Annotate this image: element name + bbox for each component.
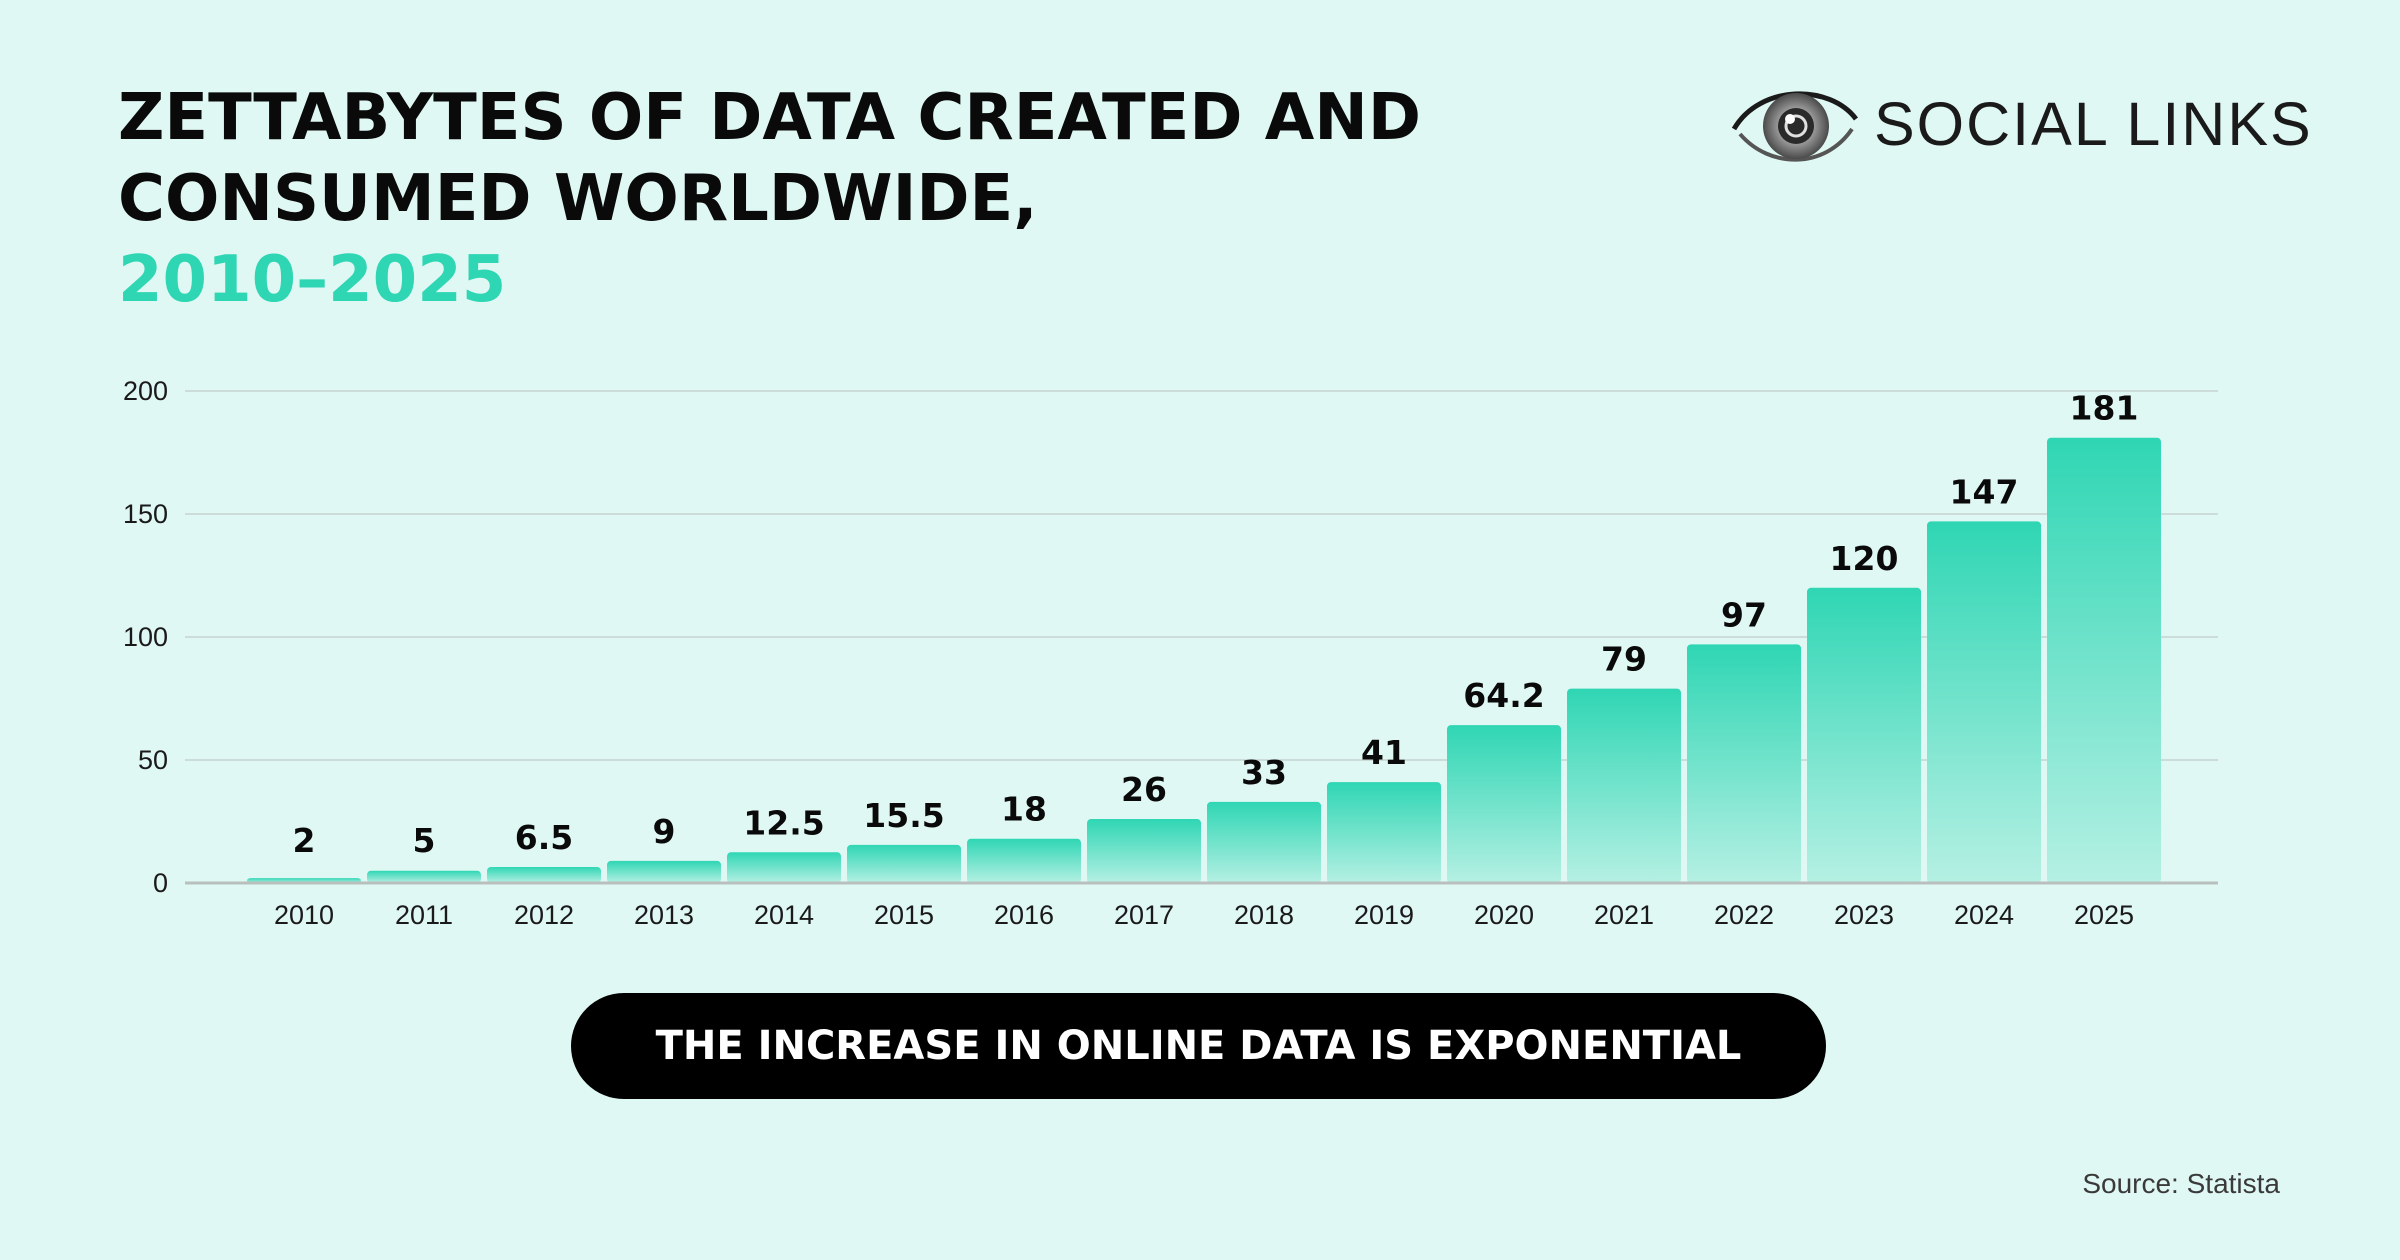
bar-2013 bbox=[607, 860, 721, 883]
value-label-2011: 5 bbox=[413, 821, 436, 860]
value-label-2022: 97 bbox=[1721, 595, 1767, 634]
value-label-2024: 147 bbox=[1950, 472, 2019, 511]
value-labels: 2 5 6.5 9 12.5 15.5 18 26 33 41 64.2 79 97 120 147 181 bbox=[293, 389, 2139, 860]
exponential-banner: THE INCREASE IN ONLINE DATA IS EXPONENTI… bbox=[571, 993, 1826, 1099]
value-label-2018: 33 bbox=[1241, 753, 1287, 792]
x-tick-label-2018: 2018 bbox=[1234, 900, 1294, 930]
bar-2017 bbox=[1087, 819, 1201, 883]
chart-title: ZETTABYTES OF DATA CREATED AND CONSUMED … bbox=[118, 78, 1421, 321]
x-tick-label-2017: 2017 bbox=[1114, 900, 1174, 930]
x-tick-label-2012: 2012 bbox=[514, 900, 574, 930]
bar-chart: 0 50 100 150 200 2 5 6.5 9 12.5 15.5 18 26 33 41 64.2 7… bbox=[123, 376, 2218, 930]
x-tick-label-2014: 2014 bbox=[754, 900, 814, 930]
source-note: Source: Statista bbox=[2082, 1168, 2280, 1199]
y-axis-ticks: 0 50 100 150 200 bbox=[123, 376, 168, 898]
x-tick-label-2023: 2023 bbox=[1834, 900, 1894, 930]
bar-2014 bbox=[727, 852, 841, 883]
bar-2022 bbox=[1687, 644, 1801, 883]
value-label-2017: 26 bbox=[1121, 770, 1167, 809]
x-tick-label-2010: 2010 bbox=[274, 900, 334, 930]
bar-2011 bbox=[367, 870, 481, 883]
bar-2024 bbox=[1927, 521, 2041, 883]
title-years: 2010–2025 bbox=[118, 243, 507, 317]
x-tick-label-2024: 2024 bbox=[1954, 900, 2014, 930]
value-label-2013: 9 bbox=[653, 812, 676, 851]
y-tick-label: 50 bbox=[138, 745, 168, 775]
y-tick-label: 100 bbox=[123, 622, 168, 652]
social-links-logo: SOCIAL LINKS bbox=[1730, 74, 2313, 174]
x-tick-label-2021: 2021 bbox=[1594, 900, 1654, 930]
x-tick-label-2020: 2020 bbox=[1474, 900, 1534, 930]
value-label-2010: 2 bbox=[293, 821, 316, 860]
x-tick-label-2016: 2016 bbox=[994, 900, 1054, 930]
bar-2023 bbox=[1807, 587, 1921, 883]
title-line-1: ZETTABYTES OF DATA CREATED AND bbox=[118, 81, 1421, 155]
bar-2019 bbox=[1327, 782, 1441, 883]
x-tick-label-2025: 2025 bbox=[2074, 900, 2134, 930]
banner-text: THE INCREASE IN ONLINE DATA IS EXPONENTI… bbox=[655, 1023, 1742, 1069]
value-label-2021: 79 bbox=[1601, 640, 1647, 679]
value-label-2020: 64.2 bbox=[1463, 676, 1544, 715]
eye-icon bbox=[1731, 91, 1859, 162]
x-tick-label-2019: 2019 bbox=[1354, 900, 1414, 930]
bar-2018 bbox=[1207, 801, 1321, 883]
bar-2020 bbox=[1447, 725, 1561, 883]
value-label-2012: 6.5 bbox=[515, 818, 573, 857]
bar-2021 bbox=[1567, 688, 1681, 883]
x-axis-ticks: 2010 2011 2012 2013 2014 2015 2016 2017 2018 2019… bbox=[274, 900, 2134, 930]
value-label-2016: 18 bbox=[1001, 790, 1047, 829]
value-label-2015: 15.5 bbox=[863, 796, 944, 835]
logo-text: SOCIAL LINKS bbox=[1874, 90, 2313, 158]
bars bbox=[247, 437, 2161, 883]
y-tick-label: 0 bbox=[153, 868, 168, 898]
x-tick-label-2011: 2011 bbox=[395, 900, 453, 930]
bar-2016 bbox=[967, 838, 1081, 883]
value-label-2019: 41 bbox=[1361, 733, 1407, 772]
value-label-2023: 120 bbox=[1830, 539, 1899, 578]
y-tick-label: 200 bbox=[123, 376, 168, 406]
value-label-2025: 181 bbox=[2070, 389, 2139, 428]
bar-2012 bbox=[487, 867, 601, 883]
x-tick-label-2013: 2013 bbox=[634, 900, 694, 930]
value-label-2014: 12.5 bbox=[743, 803, 824, 842]
y-tick-label: 150 bbox=[123, 499, 168, 529]
bar-2015 bbox=[847, 844, 961, 883]
bar-2025 bbox=[2047, 437, 2161, 883]
x-tick-label-2022: 2022 bbox=[1714, 900, 1774, 930]
title-line-2: CONSUMED WORLDWIDE, bbox=[118, 162, 1038, 236]
x-tick-label-2015: 2015 bbox=[874, 900, 934, 930]
